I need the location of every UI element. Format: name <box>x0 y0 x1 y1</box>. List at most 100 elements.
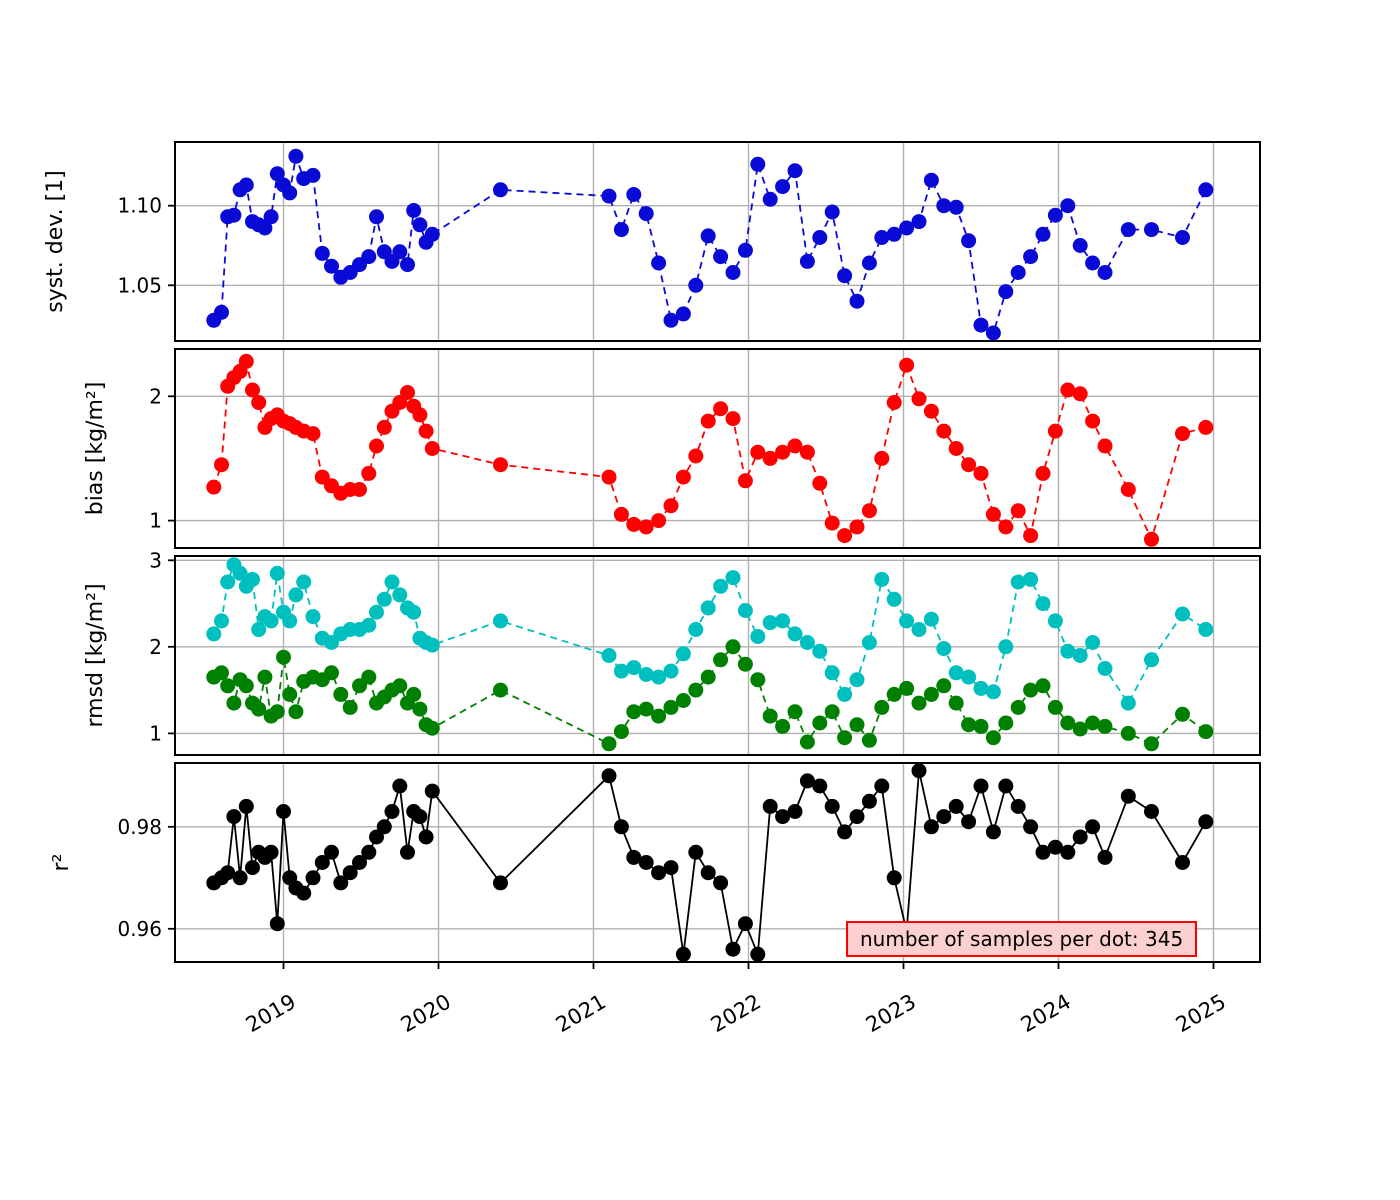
data-point-r2 <box>973 778 989 794</box>
data-point-rmsd-series-1 <box>613 663 629 679</box>
data-point-syst-dev <box>1097 265 1113 280</box>
data-point-r2 <box>651 865 667 881</box>
data-point-r2 <box>985 824 1001 840</box>
data-point-rmsd-series-1 <box>787 626 803 642</box>
data-point-rmsd-series-2 <box>288 704 304 720</box>
panel-syst-dev: 1.05 1.10 syst. dev. [1] <box>43 141 1261 342</box>
data-point-syst-dev <box>424 226 440 242</box>
data-point-rmsd-series-2 <box>493 682 508 698</box>
data-point-rmsd-series-1 <box>638 667 654 682</box>
data-point-rmsd-series-1 <box>424 637 440 653</box>
data-point-syst-dev <box>713 249 729 265</box>
data-point-syst-dev <box>700 228 716 244</box>
data-point-r2 <box>369 829 384 845</box>
data-point-r2 <box>638 855 654 870</box>
data-point-syst-dev <box>263 209 279 225</box>
data-point-syst-dev <box>361 249 377 265</box>
data-point-syst-dev <box>973 317 989 333</box>
series-line-syst-dev <box>213 156 1207 335</box>
data-point-syst-dev <box>675 306 691 322</box>
data-point-r2 <box>1023 819 1039 835</box>
data-point-bias <box>638 519 654 535</box>
data-point-r2 <box>861 793 877 809</box>
data-point-rmsd-series-1 <box>296 574 312 590</box>
data-point-r2 <box>737 916 753 932</box>
data-point-rmsd-series-1 <box>305 609 321 625</box>
data-point-rmsd-series-2 <box>651 708 667 724</box>
data-point-rmsd-series-2 <box>973 718 989 734</box>
y-tick-label: 1.05 <box>117 273 162 297</box>
data-point-bias <box>424 441 440 456</box>
data-point-r2 <box>269 916 285 932</box>
data-point-syst-dev <box>849 293 865 309</box>
data-point-r2 <box>1060 844 1076 860</box>
data-point-bias <box>874 450 890 466</box>
data-point-rmsd-series-2 <box>1072 721 1088 737</box>
data-point-rmsd-series-1 <box>713 578 729 594</box>
data-point-bias <box>787 438 803 454</box>
data-point-bias <box>238 353 254 369</box>
data-point-r2 <box>886 870 902 886</box>
data-point-syst-dev <box>324 258 339 274</box>
data-point-r2 <box>936 809 952 825</box>
data-point-rmsd-series-1 <box>886 591 902 607</box>
data-point-syst-dev <box>1047 207 1063 223</box>
data-point-rmsd-series-1 <box>874 571 890 587</box>
data-point-bias <box>214 457 229 473</box>
data-point-r2 <box>626 849 642 865</box>
data-point-rmsd-series-2 <box>601 736 617 752</box>
data-point-r2 <box>400 844 415 860</box>
data-point-rmsd-series-2 <box>1144 736 1159 752</box>
data-point-rmsd-series-2 <box>762 708 778 724</box>
data-point-r2 <box>911 763 927 779</box>
data-point-bias <box>1198 419 1214 435</box>
data-point-rmsd-series-2 <box>1023 682 1039 698</box>
data-point-bias <box>923 403 939 419</box>
data-point-r2 <box>1085 819 1101 835</box>
data-point-rmsd-series-1 <box>376 591 392 607</box>
data-point-rmsd-series-2 <box>775 718 791 734</box>
data-point-bias <box>626 516 642 532</box>
data-point-rmsd-series-1 <box>1085 635 1101 650</box>
data-point-rmsd-series-2 <box>874 699 890 715</box>
data-point-r2 <box>700 865 716 881</box>
data-point-rmsd-series-2 <box>985 730 1001 746</box>
data-point-bias <box>725 411 741 427</box>
data-point-syst-dev <box>899 220 915 236</box>
data-point-rmsd-series-1 <box>1175 606 1190 622</box>
data-point-syst-dev <box>601 188 617 204</box>
x-tick-label: 2024 <box>1017 990 1075 1038</box>
data-point-r2 <box>750 946 766 962</box>
data-point-rmsd-series-2 <box>663 699 679 715</box>
data-point-rmsd-series-2 <box>812 715 828 731</box>
data-point-bias <box>837 528 853 544</box>
data-point-bias <box>1023 528 1039 544</box>
data-point-syst-dev <box>305 167 321 183</box>
data-point-rmsd-series-2 <box>886 686 902 702</box>
data-point-rmsd-series-2 <box>700 669 716 685</box>
data-point-syst-dev <box>257 220 273 236</box>
data-point-syst-dev <box>1198 182 1214 198</box>
data-point-rmsd-series-2 <box>1198 724 1214 740</box>
data-point-syst-dev <box>369 209 384 225</box>
panel-border <box>174 141 1261 342</box>
data-point-rmsd-series-2 <box>626 704 642 720</box>
data-point-rmsd-series-1 <box>651 669 667 685</box>
data-point-rmsd-series-2 <box>361 669 377 685</box>
data-point-rmsd-series-1 <box>725 570 741 586</box>
y-tick-label: 2 <box>149 635 162 659</box>
data-point-bias <box>245 382 260 398</box>
data-point-syst-dev <box>750 156 766 172</box>
data-point-rmsd-series-1 <box>1010 574 1026 590</box>
data-point-syst-dev <box>651 255 667 271</box>
data-point-rmsd-series-2 <box>750 672 766 688</box>
data-point-rmsd-series-1 <box>392 587 408 603</box>
data-point-rmsd-series-2 <box>961 717 977 733</box>
data-point-rmsd-series-2 <box>688 682 704 698</box>
data-point-rmsd-series-1 <box>799 635 815 650</box>
data-point-r2 <box>812 778 828 794</box>
data-point-syst-dev <box>812 230 828 245</box>
data-point-rmsd-series-2 <box>257 669 273 685</box>
data-point-rmsd-series-2 <box>1010 699 1026 715</box>
data-point-rmsd-series-2 <box>713 652 729 668</box>
